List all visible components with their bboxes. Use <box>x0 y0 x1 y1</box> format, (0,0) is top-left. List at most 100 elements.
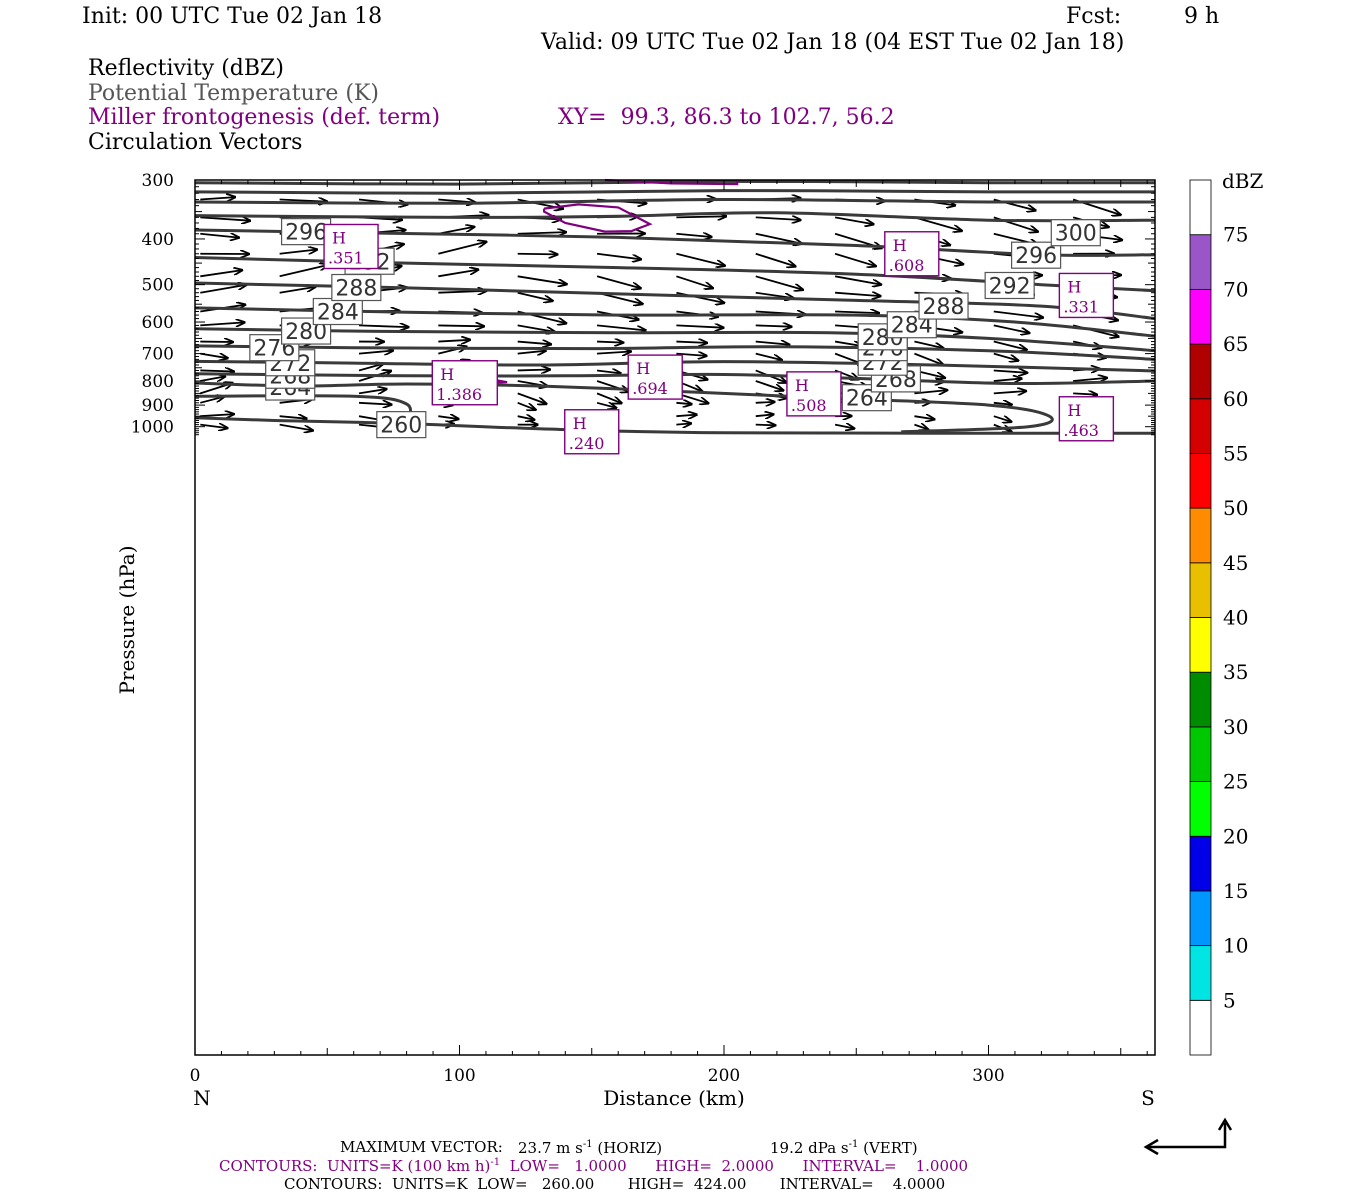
circulation-vector <box>517 275 567 284</box>
colorbar-segment <box>1189 890 1212 947</box>
circulation-vector <box>358 351 393 354</box>
frontogenesis-max-value: .331 <box>1063 297 1099 316</box>
circulation-vector <box>200 270 242 278</box>
frontogenesis-max-marker: H <box>440 365 454 384</box>
contours-theta-info: CONTOURS: UNITS=K LOW= 260.00 HIGH= 424.… <box>284 1175 946 1193</box>
y-tick-label: 900 <box>142 396 174 416</box>
theta-label-box <box>280 218 332 246</box>
frontogenesis-max-marker: H <box>1067 401 1081 420</box>
plot-frame <box>194 179 1156 1056</box>
circulation-vector <box>755 352 782 360</box>
colorbar-segment <box>1189 179 1212 236</box>
circulation-vector <box>676 415 696 417</box>
max-vert-value: 19.2 dPa s-1 (VERT) <box>770 1139 918 1157</box>
circulation-vector <box>676 275 713 288</box>
x-tick-label: 300 <box>972 1066 1004 1086</box>
circulation-vector <box>834 425 854 429</box>
circulation-vector <box>200 414 234 416</box>
circulation-vector <box>517 254 558 255</box>
theta-contour <box>194 197 1156 205</box>
frontogenesis-max-box <box>1058 396 1115 442</box>
legend-frontogenesis: Miller frontogenesis (def. term) <box>88 105 441 130</box>
theta-contour <box>194 344 1156 361</box>
theta-label-box <box>376 411 427 439</box>
colorbar-segment <box>1189 781 1212 837</box>
valid-time: Valid: 09 UTC Tue 02 Jan 18 (04 EST Tue … <box>541 30 1125 55</box>
colorbar-level-label: 20 <box>1223 824 1248 848</box>
frontogenesis-max-marker: H <box>636 359 650 378</box>
circulation-vector <box>755 342 790 345</box>
circulation-vector <box>597 342 623 343</box>
circulation-vector <box>993 324 1030 333</box>
circulation-vector <box>993 391 1026 393</box>
circulation-vector <box>517 351 546 354</box>
circulation-vector <box>755 252 796 267</box>
circulation-vector <box>914 416 934 419</box>
circulation-vector <box>676 403 691 404</box>
colorbar-level-label: 45 <box>1223 551 1248 575</box>
colorbar-level-label: 25 <box>1223 770 1248 794</box>
circulation-vector <box>755 217 801 220</box>
circulation-vector <box>517 392 547 404</box>
colorbar-segment <box>1189 945 1212 1001</box>
fcst-label: Fcst: <box>1066 4 1122 29</box>
circulation-vector <box>358 389 387 393</box>
circulation-vector <box>596 324 646 330</box>
circulation-vector <box>676 423 691 424</box>
circulation-vector <box>438 242 486 255</box>
circulation-vector <box>1073 378 1107 381</box>
colorbar-level-label: 65 <box>1223 332 1248 356</box>
circulation-vector <box>200 322 244 325</box>
fcst-value: 9 h <box>1184 4 1220 29</box>
circulation-vector <box>279 200 328 202</box>
circulation-vector <box>517 291 553 301</box>
frontogenesis-max-value: .608 <box>889 256 925 275</box>
theta-contour <box>194 327 1156 353</box>
circulation-vector <box>200 197 235 199</box>
colorbar-level-label: 15 <box>1223 879 1248 903</box>
theta-contour-label: 260 <box>380 414 422 439</box>
circulation-vector <box>596 352 631 354</box>
circulation-vector <box>279 250 317 255</box>
circulation-vector <box>438 227 474 235</box>
y-axis-title: Pressure (hPa) <box>115 546 139 695</box>
contours-frontogenesis-info: CONTOURS: UNITS=K (100 km h)-1 LOW= 1.00… <box>219 1157 969 1175</box>
circulation-vector <box>835 293 881 296</box>
y-tick-label: 400 <box>142 230 174 250</box>
circulation-vector <box>200 217 250 220</box>
frontogenesis-max-box <box>627 354 683 400</box>
circulation-vector <box>755 275 803 289</box>
circulation-vector <box>279 416 307 419</box>
circulation-vector <box>596 403 616 408</box>
frontogenesis-contour <box>543 203 653 233</box>
circulation-vector <box>438 270 478 278</box>
circulation-vector <box>279 265 329 278</box>
circulation-vector <box>914 216 961 231</box>
circulation-vector <box>200 425 227 428</box>
circulation-vector <box>200 376 225 381</box>
circulation-vector <box>755 325 792 326</box>
init-time: Init: 00 UTC Tue 02 Jan 18 <box>82 4 383 29</box>
colorbar-level-label: 50 <box>1223 496 1248 520</box>
colorbar-segment <box>1189 398 1212 454</box>
circulation-vector <box>438 325 484 326</box>
circulation-vector <box>993 370 1028 372</box>
circulation-vector <box>993 352 1019 361</box>
circulation-vector <box>834 275 881 284</box>
frontogenesis-max-box <box>786 371 842 417</box>
x-axis-title: Distance (km) <box>603 1086 745 1110</box>
circulation-vector <box>914 390 947 393</box>
reference-vector-icon <box>1143 1117 1233 1156</box>
theta-label-box <box>1050 219 1101 247</box>
colorbar-level-label: 40 <box>1223 606 1248 630</box>
vert-unit-exponent: -1 <box>848 1139 859 1150</box>
circulation-vector <box>200 285 246 294</box>
colorbar-segment <box>1189 343 1212 400</box>
circulation-vector <box>755 380 784 391</box>
theta-contour-label: 292 <box>989 274 1031 299</box>
circulation-vector <box>834 252 876 266</box>
south-label: S <box>1141 1086 1155 1110</box>
circulation-vector <box>200 370 234 371</box>
colorbar-segment <box>1189 671 1212 728</box>
